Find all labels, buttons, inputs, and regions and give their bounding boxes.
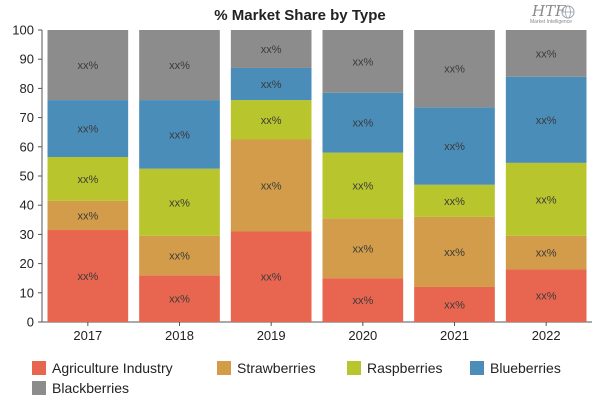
bar-segment bbox=[47, 230, 129, 322]
data-label: xx% bbox=[352, 118, 373, 130]
bar-segment bbox=[322, 218, 404, 279]
bar-segment bbox=[230, 67, 312, 101]
data-label: xx% bbox=[169, 251, 190, 263]
data-label: xx% bbox=[352, 243, 373, 255]
data-label: xx% bbox=[261, 180, 282, 192]
x-tick-label: 2020 bbox=[348, 328, 377, 343]
bar-segment bbox=[47, 100, 129, 158]
data-label: xx% bbox=[77, 124, 98, 136]
logo-tagline: Market Intelligence bbox=[530, 19, 572, 25]
bar-segment bbox=[139, 100, 220, 169]
x-tick-label: 2019 bbox=[257, 328, 286, 343]
globe-icon bbox=[561, 5, 575, 19]
data-label: xx% bbox=[536, 115, 557, 127]
data-label: xx% bbox=[261, 272, 282, 284]
y-tick-label: 100 bbox=[12, 23, 34, 38]
y-tick-label: 30 bbox=[20, 227, 34, 242]
y-tick-label: 0 bbox=[27, 315, 34, 330]
legend-label: Blackberries bbox=[52, 380, 129, 396]
bar-segment bbox=[139, 30, 220, 101]
legend-label: Agriculture Industry bbox=[52, 360, 173, 376]
bar-segment bbox=[414, 216, 495, 287]
y-tick-label: 50 bbox=[20, 169, 34, 184]
legend-swatch bbox=[347, 361, 361, 375]
data-label: xx% bbox=[536, 248, 557, 260]
data-label: xx% bbox=[536, 291, 557, 303]
data-label: xx% bbox=[444, 64, 465, 76]
bar-segment bbox=[139, 168, 220, 236]
data-label: xx% bbox=[444, 247, 465, 259]
data-label: xx% bbox=[536, 48, 557, 60]
data-label: xx% bbox=[444, 299, 465, 311]
data-label: xx% bbox=[169, 129, 190, 141]
data-label: xx% bbox=[261, 44, 282, 56]
legend-label: Raspberries bbox=[367, 360, 442, 376]
bar-segment bbox=[414, 286, 495, 322]
legend-swatch bbox=[217, 361, 231, 375]
bar-segment bbox=[322, 278, 404, 322]
bar-segment bbox=[230, 231, 312, 322]
x-tick-label: 2018 bbox=[165, 328, 194, 343]
data-label: xx% bbox=[169, 294, 190, 306]
y-tick-label: 70 bbox=[20, 110, 34, 125]
bar-segment bbox=[322, 92, 404, 153]
x-tick-label: 2017 bbox=[73, 328, 102, 343]
bar-segment bbox=[139, 275, 220, 322]
data-label: xx% bbox=[77, 60, 98, 72]
bar-segment bbox=[505, 162, 587, 236]
data-label: xx% bbox=[261, 79, 282, 91]
legend-swatch bbox=[32, 381, 46, 395]
bar-segment bbox=[47, 30, 129, 101]
legend-label: Strawberries bbox=[237, 360, 316, 376]
bar-segment bbox=[414, 107, 495, 185]
legend-swatch bbox=[470, 361, 484, 375]
legend: Agriculture Industry Strawberries Raspberr… bbox=[32, 360, 561, 396]
bar-segment bbox=[414, 184, 495, 217]
logo-mark: HTF bbox=[531, 2, 566, 20]
data-label: xx% bbox=[352, 180, 373, 192]
y-tick-label: 40 bbox=[20, 198, 34, 213]
logo: HTF Market Intelligence bbox=[530, 2, 575, 25]
legend-swatch bbox=[32, 361, 46, 375]
x-tick-label: 2021 bbox=[440, 328, 469, 343]
data-label: xx% bbox=[444, 141, 465, 153]
bar-segment bbox=[230, 30, 312, 68]
y-tick-label: 80 bbox=[20, 81, 34, 96]
data-label: xx% bbox=[169, 197, 190, 209]
data-label: xx% bbox=[444, 196, 465, 208]
y-tick-label: 20 bbox=[20, 256, 34, 271]
data-label: xx% bbox=[261, 115, 282, 127]
data-label: xx% bbox=[352, 56, 373, 68]
data-label: xx% bbox=[77, 210, 98, 222]
bar-segment bbox=[230, 100, 312, 140]
bar-segment bbox=[505, 30, 587, 77]
y-tick-label: 90 bbox=[20, 52, 34, 67]
bar-segment bbox=[139, 235, 220, 276]
plot-area: 0 10 20 30 40 50 60 70 80 90 100 xx% xx% xx% xx% xx% 201… bbox=[12, 23, 592, 343]
data-label: xx% bbox=[77, 271, 98, 283]
chart-title: % Market Share by Type bbox=[214, 7, 385, 24]
bar-segment bbox=[230, 139, 312, 232]
bar-segment bbox=[322, 30, 404, 93]
data-label: xx% bbox=[536, 194, 557, 206]
x-tick-label: 2022 bbox=[532, 328, 561, 343]
bar-segment bbox=[322, 152, 404, 219]
bar-segment bbox=[505, 235, 587, 270]
y-tick-label: 10 bbox=[20, 285, 34, 300]
data-label: xx% bbox=[169, 60, 190, 72]
y-tick-label: 60 bbox=[20, 139, 34, 154]
bar-segment bbox=[414, 30, 495, 108]
bar-segment bbox=[505, 269, 587, 322]
data-label: xx% bbox=[352, 295, 373, 307]
legend-label: Blueberries bbox=[490, 360, 561, 376]
bar-segment bbox=[47, 200, 129, 231]
data-label: xx% bbox=[77, 174, 98, 186]
bar-segment bbox=[47, 157, 129, 201]
bar-segment bbox=[505, 76, 587, 163]
